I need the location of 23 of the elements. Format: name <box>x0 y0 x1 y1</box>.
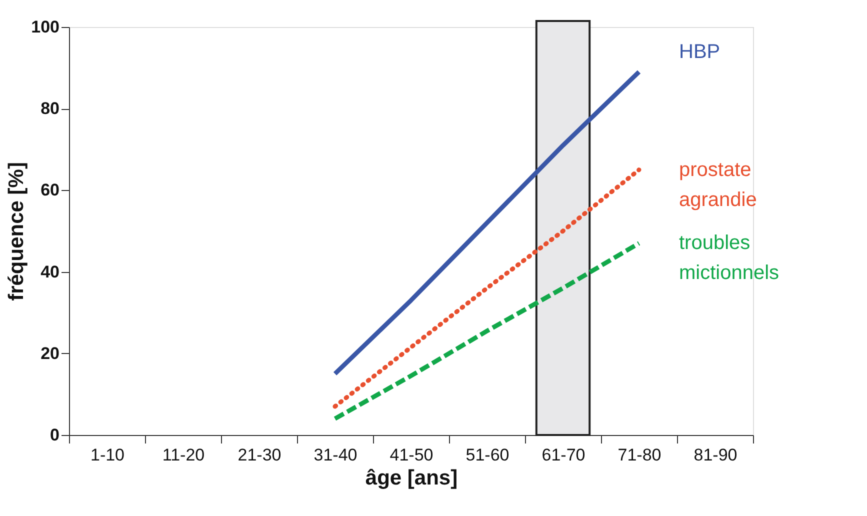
x-tick-label: 21-30 <box>238 446 282 464</box>
x-tick-label: 61-70 <box>542 446 586 464</box>
y-axis-title: fréquence [%] <box>5 162 28 301</box>
x-tick-label: 71-80 <box>618 446 662 464</box>
line-series <box>332 70 642 376</box>
x-tick-label: 41-50 <box>390 446 434 464</box>
x-tick-label: 31-40 <box>314 446 358 464</box>
line-series <box>332 240 642 421</box>
x-tick-label: 51-60 <box>466 446 510 464</box>
x-tick-label: 11-20 <box>162 446 205 464</box>
x-axis-title: âge [ans] <box>365 466 458 490</box>
x-tick-label: 1-10 <box>90 446 125 464</box>
y-tick-label: 40 <box>40 262 60 282</box>
text: HBP <box>679 40 720 63</box>
y-tick-label: 20 <box>40 344 60 363</box>
y-tick-label: 100 <box>31 18 60 36</box>
y-tick-label: 80 <box>40 99 60 118</box>
text: prostate agrandie <box>679 158 757 211</box>
y-tick-label: 0 <box>50 426 60 444</box>
text: troubles mictionnels <box>679 232 780 284</box>
x-tick-label: 81-90 <box>694 446 738 464</box>
y-tick-label: 60 <box>40 180 60 200</box>
line-series <box>332 168 642 409</box>
